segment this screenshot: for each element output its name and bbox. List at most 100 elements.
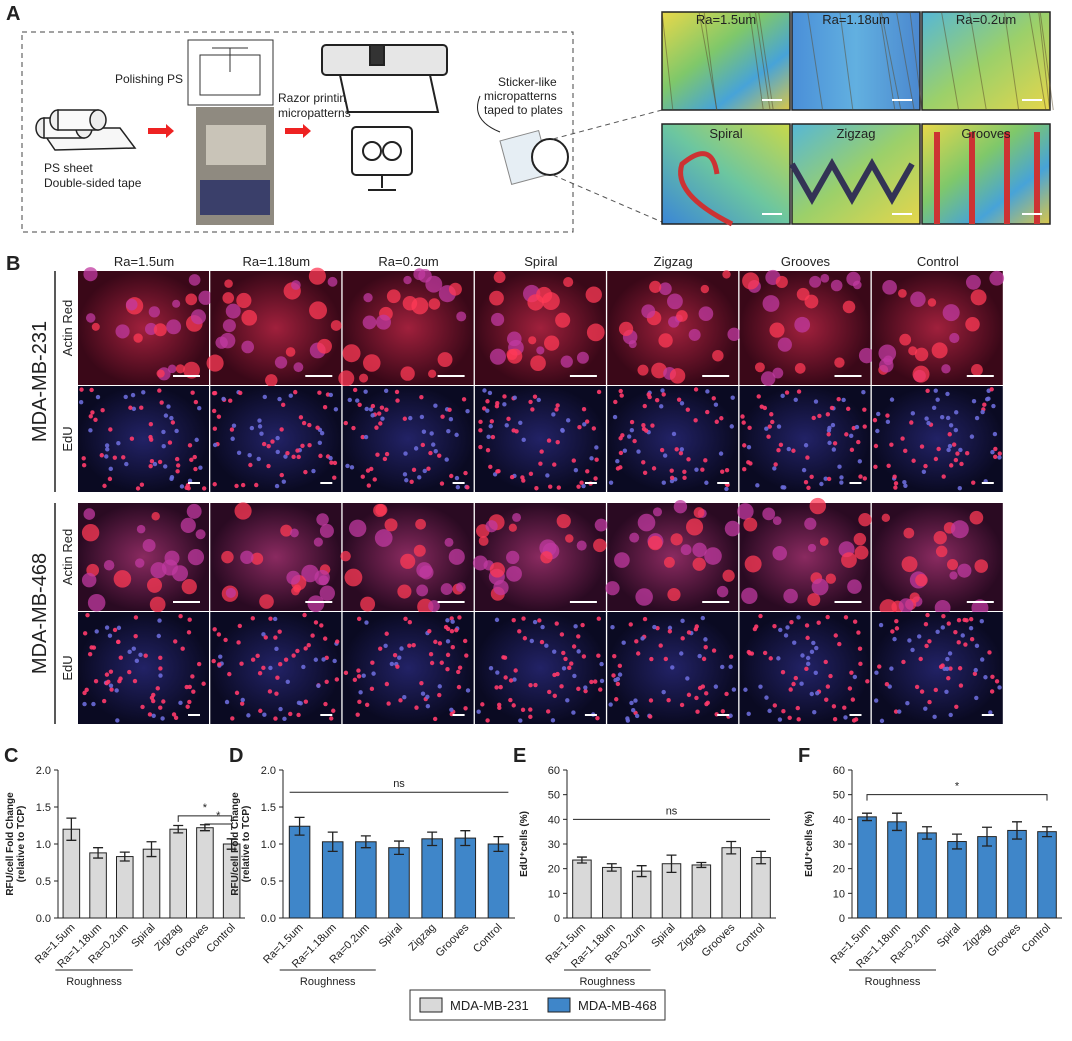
legend-swatch	[547, 997, 571, 1013]
cell	[743, 517, 758, 532]
cell	[493, 271, 506, 284]
cell	[187, 617, 192, 622]
cell	[274, 483, 280, 489]
cell	[556, 485, 562, 490]
cell	[827, 425, 832, 431]
error-bar	[726, 840, 737, 855]
cell	[85, 313, 96, 323]
cell	[841, 552, 857, 568]
cell	[239, 701, 245, 706]
cell	[212, 627, 217, 632]
cell	[695, 709, 700, 714]
cell	[581, 407, 587, 412]
cell	[842, 300, 856, 314]
pattern	[678, 151, 734, 227]
cell	[720, 664, 725, 670]
cell	[310, 633, 315, 638]
cell	[621, 640, 626, 645]
significance-bracket	[204, 823, 233, 831]
cell	[762, 295, 780, 312]
micrograph	[871, 503, 1003, 611]
cell	[285, 347, 296, 357]
y-tick-label: 50	[833, 790, 845, 802]
cell	[255, 653, 260, 659]
cell	[807, 543, 817, 552]
cell	[593, 538, 607, 553]
label: Polishing PS	[115, 72, 183, 86]
cell	[457, 615, 462, 620]
cell	[104, 443, 110, 448]
cell	[266, 463, 271, 469]
cell	[809, 691, 814, 697]
cell	[940, 625, 946, 630]
cell	[946, 675, 951, 681]
cell	[90, 410, 95, 415]
cell	[180, 517, 196, 534]
cell	[907, 638, 912, 643]
cell	[858, 474, 863, 479]
cell	[323, 701, 328, 707]
legend-label: MDA-MB-231	[450, 998, 529, 1013]
cell	[375, 314, 392, 330]
cell	[778, 627, 783, 633]
cell	[552, 672, 557, 678]
cell	[247, 452, 252, 458]
cell	[331, 708, 336, 713]
bar	[142, 848, 161, 919]
cell	[360, 596, 376, 612]
cell	[560, 355, 573, 368]
cell	[941, 364, 951, 374]
cell	[969, 636, 975, 642]
label: Sticker-like	[498, 75, 557, 89]
cell	[661, 689, 666, 695]
cell	[670, 533, 683, 546]
y-axis-label: EdU⁺cells (%)	[804, 811, 815, 877]
cell	[625, 716, 630, 721]
cell	[167, 364, 177, 374]
image-label: Grooves	[961, 126, 1011, 141]
cell	[940, 663, 945, 668]
cell	[650, 423, 655, 428]
cell	[94, 629, 99, 634]
cell	[956, 640, 961, 645]
cell	[407, 643, 412, 648]
cell	[787, 715, 792, 720]
group-label: Roughness	[579, 976, 635, 988]
cell	[767, 708, 772, 714]
cell	[307, 443, 312, 448]
cell	[994, 679, 1000, 684]
cell	[794, 363, 806, 374]
cell	[83, 267, 98, 282]
cell	[360, 434, 365, 440]
cell	[275, 435, 280, 441]
cell	[158, 655, 163, 660]
bar	[62, 828, 81, 919]
cell	[504, 423, 509, 428]
cell	[368, 407, 374, 412]
cell	[605, 581, 620, 596]
cell	[728, 713, 733, 718]
cell	[637, 364, 649, 376]
cell	[825, 412, 831, 417]
cell	[989, 270, 1005, 286]
cell	[803, 479, 809, 485]
polisher-photo	[200, 180, 270, 215]
cell	[571, 458, 577, 463]
y-tick-label: 40	[833, 814, 845, 826]
cell	[777, 337, 792, 352]
cell	[157, 388, 162, 393]
cell	[641, 304, 656, 319]
cell	[456, 669, 461, 675]
y-tick-label: 0	[839, 913, 845, 925]
topography-image	[661, 11, 791, 111]
cell	[714, 419, 719, 424]
cell	[83, 508, 96, 520]
cell	[384, 407, 389, 412]
cell	[375, 503, 388, 516]
cell	[663, 656, 669, 662]
cell	[502, 394, 507, 399]
cell	[291, 653, 296, 658]
cell	[371, 671, 376, 676]
cell	[372, 477, 377, 482]
cell	[431, 442, 436, 447]
